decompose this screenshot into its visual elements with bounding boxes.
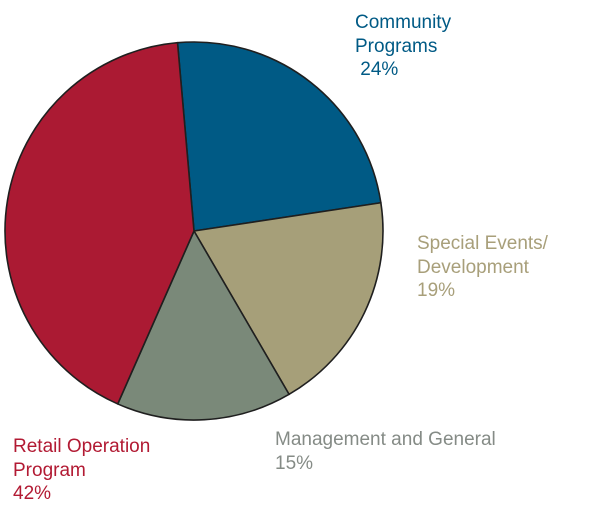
label-percent: 15%: [275, 452, 314, 474]
label-special-events: Special Events/ Development 19%: [417, 232, 548, 303]
pie-slice-community: [176, 41, 382, 232]
label-percent: 24%: [355, 59, 399, 80]
label-line: Community: [355, 12, 452, 33]
label-line: Program: [13, 459, 86, 481]
label-community-programs: Community Programs 24%: [355, 11, 451, 82]
label-management-general: Management and General 15%: [275, 428, 496, 475]
label-percent: 42%: [13, 483, 52, 504]
label-line: Management and General: [275, 429, 496, 450]
label-line: Programs: [355, 35, 438, 57]
pie-slice-mgmt: [116, 230, 290, 421]
label-line: Special Events/: [417, 233, 548, 254]
label-line: Development: [417, 256, 529, 278]
label-line: Retail Operation: [13, 436, 151, 457]
label-retail-operation: Retail Operation Program 42%: [13, 435, 150, 506]
pie-slice-retail: [4, 41, 195, 405]
label-percent: 19%: [417, 280, 456, 301]
pie-slice-special: [193, 201, 384, 396]
